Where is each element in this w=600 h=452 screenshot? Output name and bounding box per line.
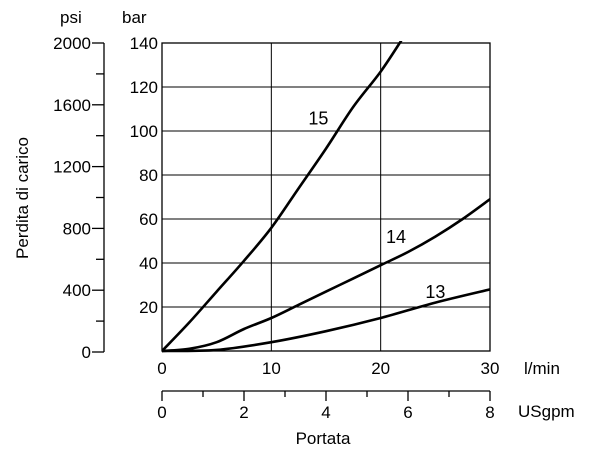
y-tick-label-bar: 120 xyxy=(130,78,158,97)
x-tick-label-gpm: 0 xyxy=(157,403,166,422)
y-tick-label-bar: 40 xyxy=(139,254,158,273)
x-tick-label-gpm: 2 xyxy=(239,403,248,422)
y-tick-label-bar: 80 xyxy=(139,166,158,185)
y-ticks-bar: 20 40 60 80 100 120 140 xyxy=(130,34,158,317)
y-tick-label-bar: 60 xyxy=(139,210,158,229)
lpm-unit-label: l/min xyxy=(524,359,560,378)
curve-label-14: 14 xyxy=(386,227,406,247)
x-tick-label-lpm: 10 xyxy=(262,359,281,378)
y-tick-label-psi: 400 xyxy=(63,281,91,300)
y-tick-label-bar: 100 xyxy=(130,122,158,141)
y-tick-label-psi: 2000 xyxy=(53,34,91,53)
y-tick-label-psi: 1200 xyxy=(53,158,91,177)
grid-lines xyxy=(162,43,490,351)
psi-unit-label: psi xyxy=(60,8,82,27)
y-ticks-psi: 0 400 800 1200 1600 2000 xyxy=(53,34,104,362)
x-tick-label-gpm: 6 xyxy=(403,403,412,422)
curve-14 xyxy=(162,197,490,353)
curves xyxy=(162,41,490,353)
x-axis-title: Portata xyxy=(296,429,351,448)
x-ticks-gpm: 0 2 4 6 8 xyxy=(157,391,495,422)
curve-13 xyxy=(162,288,490,353)
x-ticks-lpm: 0 10 20 30 xyxy=(157,359,499,378)
x-tick-label-gpm: 8 xyxy=(485,403,494,422)
x-tick-label-lpm: 30 xyxy=(481,359,500,378)
x-tick-label-lpm: 0 xyxy=(157,359,166,378)
y-tick-label-psi: 1600 xyxy=(53,96,91,115)
curve-label-15: 15 xyxy=(308,108,328,128)
y-tick-label-bar: 140 xyxy=(130,34,158,53)
y-tick-label-psi: 0 xyxy=(82,343,91,362)
y-tick-label-psi: 800 xyxy=(63,219,91,238)
bar-unit-label: bar xyxy=(122,8,147,27)
y-axis-title: Perdita di carico xyxy=(13,137,32,259)
gpm-unit-label: USgpm xyxy=(518,402,575,421)
x-tick-label-lpm: 20 xyxy=(371,359,390,378)
curve-labels: 15 14 13 xyxy=(308,108,445,302)
x-tick-label-gpm: 4 xyxy=(321,403,330,422)
y-tick-label-bar: 20 xyxy=(139,298,158,317)
curve-label-13: 13 xyxy=(425,282,445,302)
curve-15 xyxy=(162,41,403,353)
plot-frame xyxy=(161,42,491,352)
